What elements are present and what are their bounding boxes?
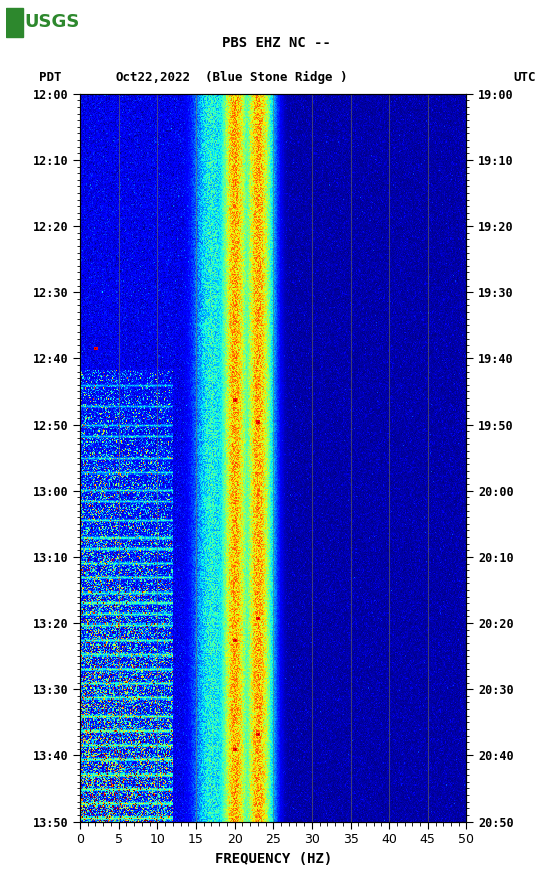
Text: UTC: UTC bbox=[513, 71, 536, 84]
Text: USGS: USGS bbox=[25, 13, 80, 31]
Text: PDT: PDT bbox=[39, 71, 61, 84]
Bar bbox=[6, 8, 23, 37]
X-axis label: FREQUENCY (HZ): FREQUENCY (HZ) bbox=[215, 852, 332, 866]
Text: (Blue Stone Ridge ): (Blue Stone Ridge ) bbox=[205, 71, 347, 84]
Text: PBS EHZ NC --: PBS EHZ NC -- bbox=[221, 36, 331, 49]
Text: Oct22,2022: Oct22,2022 bbox=[116, 71, 191, 84]
